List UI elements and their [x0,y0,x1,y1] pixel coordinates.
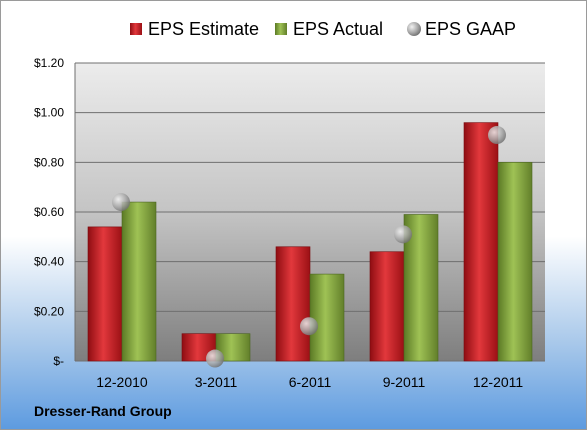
y-tick-label: $1.20 [34,56,64,70]
x-axis-categories: 12-2010 3-2011 6-2011 9-2011 12-2011 [96,374,523,390]
eps-gaap-point [394,225,412,244]
eps-estimate-bar [275,246,311,362]
eps-estimate-bar [463,122,499,362]
y-tick-label: $1.00 [34,106,64,120]
bars [87,122,533,362]
eps-estimate-bar [369,251,405,362]
eps-actual-bar [309,273,345,362]
y-tick-label: $0.60 [34,205,64,219]
y-tick-label: $0.80 [34,155,64,169]
legend-label: EPS Estimate [148,19,259,39]
y-tick-label: $0.20 [34,304,64,318]
eps-actual-bar [497,162,533,362]
eps-estimate-bar [87,226,123,362]
x-category-label: 9-2011 [383,374,426,390]
eps-gaap-point [206,349,224,368]
eps-actual-bar [403,214,439,362]
y-tick-label: $- [53,354,64,368]
legend-swatch [130,23,142,35]
legend-swatch [275,23,287,35]
x-category-label: 3-2011 [195,374,238,390]
x-category-label: 6-2011 [289,374,332,390]
y-tick-label: $0.40 [34,255,64,269]
legend-swatch [407,22,421,36]
eps-actual-bar [121,201,157,362]
x-category-label: 12-2011 [473,374,524,390]
company-name: Dresser-Rand Group [34,403,172,419]
eps-gaap-point [300,317,318,336]
eps-gaap-point [112,193,130,212]
gaap-points [112,126,506,368]
y-axis-ticks: $- $0.20 $0.40 $0.60 $0.80 $1.00 $1.20 [34,56,64,368]
legend: EPS Estimate EPS Actual EPS GAAP [130,19,516,39]
eps-gaap-point [488,126,506,145]
x-category-label: 12-2010 [96,374,148,390]
legend-label: EPS Actual [293,19,383,39]
legend-label: EPS GAAP [425,19,516,39]
